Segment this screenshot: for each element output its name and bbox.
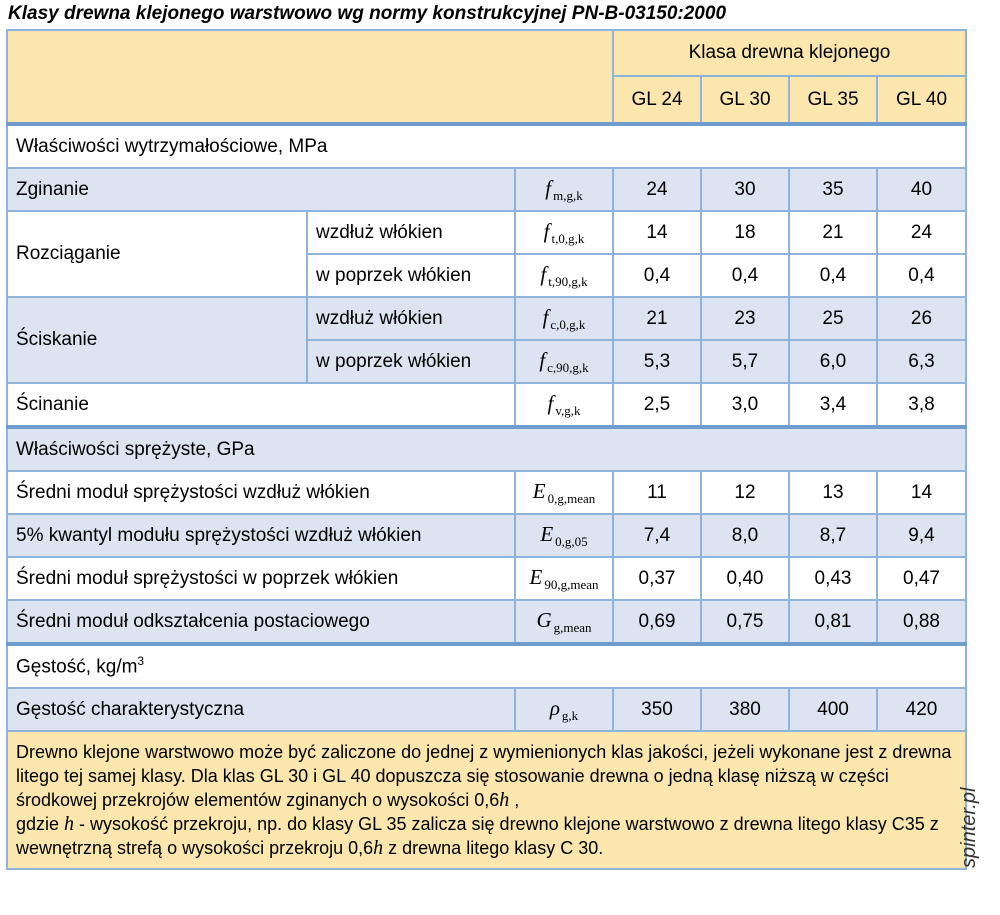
class-header-gl24: GL 24 xyxy=(612,75,702,125)
value-cell: 14 xyxy=(876,470,967,515)
table-row: Średni moduł odkształcenia postaciowego … xyxy=(6,599,967,645)
header-blank xyxy=(6,29,614,125)
class-header-gl40: GL 40 xyxy=(876,75,967,125)
symbol: f v,g,k xyxy=(514,382,614,428)
value-cell: 5,3 xyxy=(612,339,702,384)
page-title: Klasy drewna klejonego warstwowo wg norm… xyxy=(8,3,727,24)
value-cell: 0,40 xyxy=(700,556,790,601)
table-row: w poprzek włókien f t,90,g,k 0,4 0,4 0,4 … xyxy=(7,253,967,298)
value-cell: 9,4 xyxy=(876,513,967,558)
value-cell: 40 xyxy=(876,167,967,212)
value-cell: 2,5 xyxy=(612,382,702,428)
value-cell: 0,4 xyxy=(788,253,878,298)
value-cell: 0,81 xyxy=(788,599,878,645)
value-cell: 21 xyxy=(612,296,702,341)
value-cell: 25 xyxy=(788,296,878,341)
value-cell: 0,75 xyxy=(700,599,790,645)
symbol: f c,90,g,k xyxy=(514,339,614,384)
value-cell: 6,3 xyxy=(876,339,967,384)
symbol: f m,g,k xyxy=(514,167,614,212)
class-header-gl30: GL 30 xyxy=(700,75,790,125)
row-label: 5% kwantyl modułu sprężystości wzdłuż wł… xyxy=(6,513,516,558)
section-strength: Właściwości wytrzymałościowe, MPa xyxy=(6,122,967,169)
row-label: Rozciąganie xyxy=(6,210,308,298)
value-cell: 11 xyxy=(612,470,702,515)
value-cell: 0,43 xyxy=(788,556,878,601)
footnote: Drewno klejone warstwowo może być zalicz… xyxy=(6,730,967,870)
value-cell: 24 xyxy=(876,210,967,255)
value-cell: 420 xyxy=(876,687,967,732)
value-cell: 14 xyxy=(612,210,702,255)
table-row: Zginanie f m,g,k 24 30 35 40 xyxy=(6,167,967,212)
section-elastic: Właściwości sprężyste, GPa xyxy=(6,425,967,472)
value-cell: 3,4 xyxy=(788,382,878,428)
value-cell: 8,0 xyxy=(700,513,790,558)
value-cell: 12 xyxy=(700,470,790,515)
value-cell: 400 xyxy=(788,687,878,732)
timber-class-table: Klasa drewna klejonego GL 24 GL 30 GL 35… xyxy=(6,29,967,870)
value-cell: 30 xyxy=(700,167,790,212)
row-sublabel: wzdłuż włókien xyxy=(306,296,516,341)
value-cell: 18 xyxy=(700,210,790,255)
symbol: E 0,g,mean xyxy=(514,470,614,515)
symbol: f t,0,g,k xyxy=(514,210,614,255)
row-label: Średni moduł odkształcenia postaciowego xyxy=(6,599,516,645)
row-label: Zginanie xyxy=(6,167,516,212)
watermark: spinter.pl xyxy=(958,787,980,868)
table-row: Średni moduł sprężystości w poprzek włók… xyxy=(6,556,967,601)
row-sublabel: w poprzek włókien xyxy=(306,253,516,298)
value-cell: 0,47 xyxy=(876,556,967,601)
value-cell: 5,7 xyxy=(700,339,790,384)
value-cell: 3,8 xyxy=(876,382,967,428)
table-row: Ścinanie f v,g,k 2,5 3,0 3,4 3,8 xyxy=(6,382,967,428)
value-cell: 0,88 xyxy=(876,599,967,645)
value-cell: 0,4 xyxy=(876,253,967,298)
value-cell: 380 xyxy=(700,687,790,732)
value-cell: 0,37 xyxy=(612,556,702,601)
table-row: Rozciąganie wzdłuż włókien f t,0,g,k 14 1… xyxy=(6,210,967,298)
value-cell: 0,4 xyxy=(612,253,702,298)
row-label: Średni moduł sprężystości wzdłuż włókien xyxy=(6,470,516,515)
symbol: f c,0,g,k xyxy=(514,296,614,341)
class-group-header: Klasa drewna klejonego xyxy=(612,29,967,77)
value-cell: 0,4 xyxy=(700,253,790,298)
table-row: Ściskanie wzdłuż włókien f c,0,g,k 21 23 … xyxy=(6,296,967,384)
table-row: Średni moduł sprężystości wzdłuż włókien… xyxy=(6,470,967,515)
symbol: E 90,g,mean xyxy=(514,556,614,601)
class-header-gl35: GL 35 xyxy=(788,75,878,125)
value-cell: 35 xyxy=(788,167,878,212)
value-cell: 350 xyxy=(612,687,702,732)
row-sublabel: wzdłuż włókien xyxy=(306,210,516,255)
value-cell: 0,69 xyxy=(612,599,702,645)
table-row: 5% kwantyl modułu sprężystości wzdłuż wł… xyxy=(6,513,967,558)
value-cell: 24 xyxy=(612,167,702,212)
value-cell: 3,0 xyxy=(700,382,790,428)
symbol: E 0,g,05 xyxy=(514,513,614,558)
value-cell: 26 xyxy=(876,296,967,341)
symbol: f t,90,g,k xyxy=(514,253,614,298)
value-cell: 8,7 xyxy=(788,513,878,558)
row-label: Średni moduł sprężystości w poprzek włók… xyxy=(6,556,516,601)
table-row: Gęstość charakterystyczna ρ g,k 350 380 4… xyxy=(6,687,967,732)
section-density: Gęstość, kg/m3 xyxy=(6,642,967,689)
value-cell: 23 xyxy=(700,296,790,341)
value-cell: 6,0 xyxy=(788,339,878,384)
value-cell: 7,4 xyxy=(612,513,702,558)
row-label: Gęstość charakterystyczna xyxy=(6,687,516,732)
row-label: Ściskanie xyxy=(6,296,308,384)
symbol: ρ g,k xyxy=(514,687,614,732)
value-cell: 13 xyxy=(788,470,878,515)
row-label: Ścinanie xyxy=(6,382,516,428)
value-cell: 21 xyxy=(788,210,878,255)
row-sublabel: w poprzek włókien xyxy=(306,339,516,384)
